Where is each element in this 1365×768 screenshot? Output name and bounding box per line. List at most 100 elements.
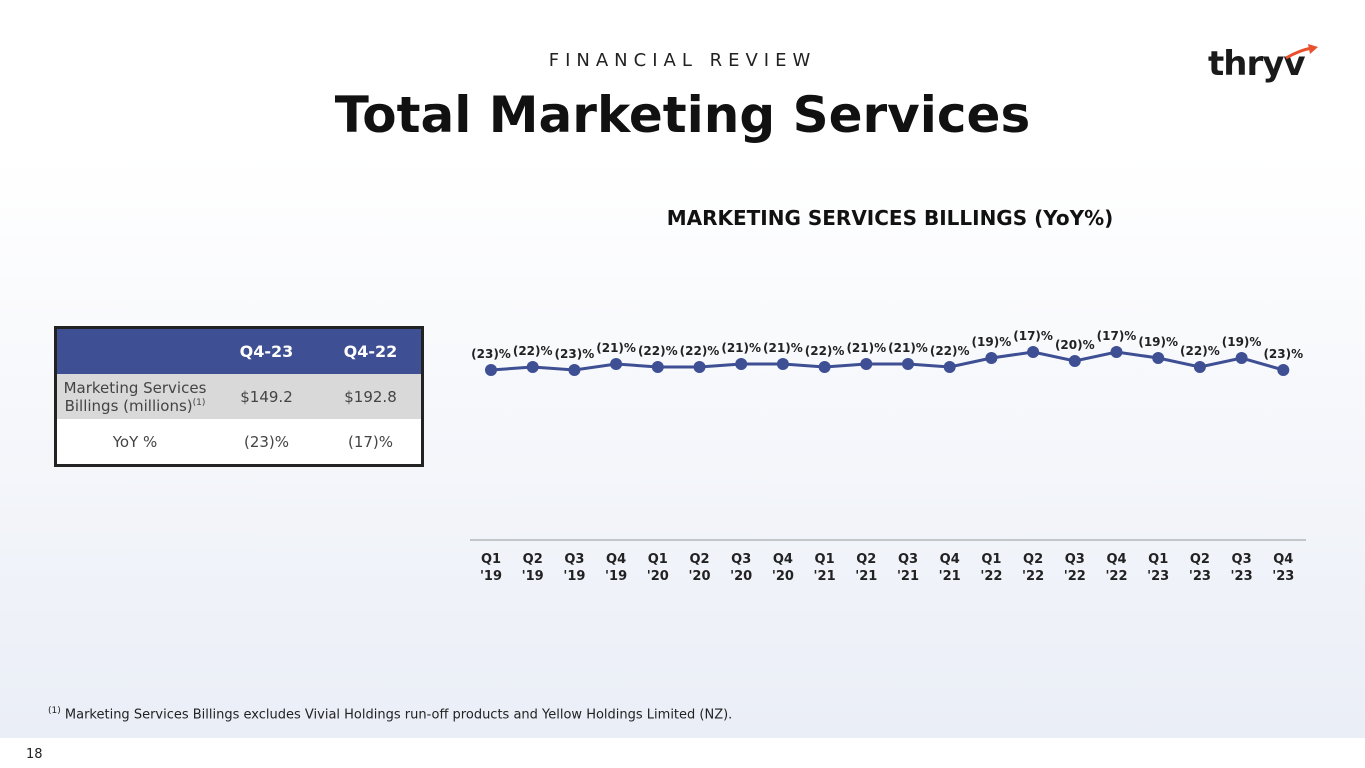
bottom-bar: [0, 738, 1365, 768]
x-tick-label: '21: [814, 569, 836, 584]
x-tick-label: '21: [897, 569, 919, 584]
table-cell: (17)%: [347, 432, 394, 451]
x-tick-label: Q1: [815, 552, 835, 567]
data-point: [735, 358, 748, 370]
x-tick-label: Q1: [481, 552, 501, 567]
x-tick-label: '21: [939, 569, 961, 584]
data-label: (22)%: [513, 344, 553, 358]
data-label: (21)%: [721, 341, 761, 355]
data-point: [818, 361, 831, 373]
x-tick-label: Q3: [1065, 552, 1085, 567]
billings-table: Q4-23 Q4-22 Marketing Services Billings …: [54, 326, 424, 467]
data-point: [1277, 364, 1290, 376]
x-tick-label: Q3: [731, 552, 751, 567]
data-label: (23)%: [1263, 347, 1303, 361]
x-tick-label: Q4: [1273, 552, 1293, 567]
data-point: [1110, 346, 1123, 358]
data-point: [1152, 352, 1165, 364]
data-label: (20)%: [1055, 338, 1095, 352]
logo-arrow-icon: [1285, 44, 1318, 60]
x-tick-label: '20: [688, 569, 710, 584]
table-row: Marketing Services Billings (millions)(1…: [57, 374, 421, 419]
data-point: [651, 361, 664, 373]
x-tick-label: '19: [522, 569, 544, 584]
logo-text: thryv: [1208, 44, 1306, 84]
data-label: (17)%: [1013, 329, 1053, 343]
footnote-text: Marketing Services Billings excludes Viv…: [64, 707, 733, 723]
data-point: [485, 364, 497, 376]
data-point: [1235, 352, 1248, 364]
row-label-line2: Billings (millions): [64, 396, 193, 415]
yoy-line-chart: (23)% Q1 '19 (22)% Q2 '19 (23)% Q3 '19 (21)% Q4 '19…: [470, 329, 1306, 584]
x-tick-label: '20: [772, 569, 794, 584]
data-label: (22)%: [805, 344, 845, 358]
x-tick-label: Q4: [1106, 552, 1126, 567]
data-label: (23)%: [555, 347, 595, 361]
x-tick-label: '19: [563, 569, 585, 584]
x-tick-label: Q4: [773, 552, 793, 567]
x-tick-label: Q2: [689, 552, 709, 567]
footnote: (1) Marketing Services Billings excludes…: [48, 706, 732, 722]
data-label: (21)%: [888, 341, 928, 355]
data-label: (19)%: [972, 335, 1012, 349]
data-label: (21)%: [846, 341, 886, 355]
x-tick-label: Q2: [1023, 552, 1043, 567]
table-cell: $192.8: [344, 387, 397, 406]
thryv-logo: thryv: [1208, 44, 1318, 88]
x-tick-label: '19: [480, 569, 502, 584]
x-tick-label: Q1: [981, 552, 1001, 567]
data-label: (22)%: [930, 344, 970, 358]
x-tick-label: '21: [855, 569, 877, 584]
table-cell: (23)%: [243, 432, 290, 451]
section-kicker: FINANCIAL REVIEW: [548, 50, 817, 71]
data-point: [1027, 346, 1040, 358]
data-point: [902, 358, 914, 370]
x-tick-label: Q4: [606, 552, 626, 567]
x-tick-label: '20: [730, 569, 752, 584]
x-tick-label: '22: [980, 569, 1002, 584]
table-row: YoY % (23)% (17)%: [57, 419, 421, 464]
data-point: [985, 352, 998, 364]
table-header-row: Q4-23 Q4-22: [57, 329, 421, 374]
table-header-cell: Q4-23: [239, 342, 294, 361]
data-label: (22)%: [680, 344, 720, 358]
data-label: (22)%: [638, 344, 678, 358]
data-label: (21)%: [596, 341, 636, 355]
data-point: [693, 361, 706, 373]
x-tick-label: Q2: [856, 552, 876, 567]
data-point: [943, 361, 956, 373]
x-tick-label: '22: [1105, 569, 1127, 584]
data-point: [610, 358, 623, 370]
x-tick-label: '23: [1147, 569, 1169, 584]
row-label-line1: Marketing Services: [63, 378, 207, 397]
x-tick-label: '23: [1231, 569, 1253, 584]
row-label: Marketing Services Billings (millions)(1…: [57, 379, 213, 415]
table-header-cell: Q4-22: [343, 342, 398, 361]
data-label: (19)%: [1222, 335, 1262, 349]
x-tick-label: '19: [605, 569, 627, 584]
chart-title: MARKETING SERVICES BILLINGS (YoY%): [666, 206, 1114, 230]
data-label: (21)%: [763, 341, 803, 355]
data-point: [860, 358, 873, 370]
x-tick-label: Q2: [523, 552, 543, 567]
data-point: [1068, 355, 1081, 367]
x-tick-label: Q3: [898, 552, 918, 567]
data-label: (17)%: [1097, 329, 1137, 343]
x-tick-label: Q3: [564, 552, 584, 567]
page-title: Total Marketing Services: [334, 86, 1031, 144]
data-label: (22)%: [1180, 344, 1220, 358]
series-line: [490, 350, 1284, 372]
x-tick-label: '22: [1022, 569, 1044, 584]
x-tick-label: Q4: [940, 552, 960, 567]
x-tick-label: '20: [647, 569, 669, 584]
x-tick-label: Q2: [1190, 552, 1210, 567]
data-point: [526, 361, 539, 373]
x-tick-label: '22: [1064, 569, 1086, 584]
row-label: YoY %: [112, 432, 158, 451]
x-tick-label: '23: [1189, 569, 1211, 584]
footnote-marker: (1): [192, 397, 206, 408]
footnote-marker: (1): [48, 706, 61, 716]
data-point: [776, 358, 789, 370]
table-cell: $149.2: [240, 387, 293, 406]
x-tick-label: Q3: [1232, 552, 1252, 567]
